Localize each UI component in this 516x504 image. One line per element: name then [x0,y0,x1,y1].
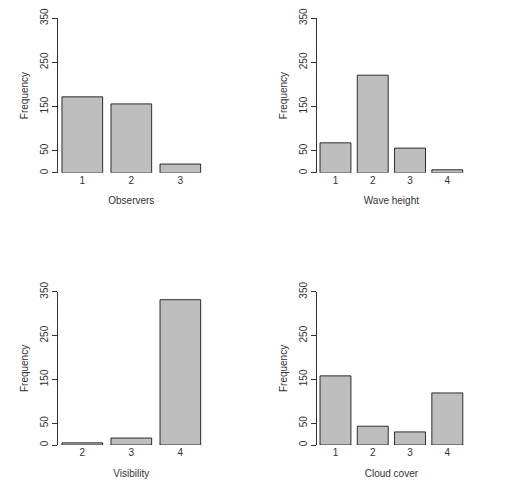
svg-text:Observers: Observers [108,195,154,206]
svg-text:150: 150 [298,96,309,113]
svg-text:1: 1 [80,175,86,186]
svg-text:0: 0 [39,440,50,446]
svg-text:3: 3 [407,447,413,458]
svg-text:250: 250 [39,325,50,342]
svg-text:1: 1 [333,447,339,458]
svg-text:Cloud cover: Cloud cover [365,468,419,479]
svg-text:2: 2 [370,175,376,186]
svg-text:4: 4 [178,447,184,458]
svg-text:2: 2 [370,447,376,458]
svg-text:4: 4 [445,175,451,186]
svg-text:0: 0 [39,168,50,174]
svg-text:Frequency: Frequency [278,72,289,119]
svg-text:250: 250 [298,52,309,69]
svg-text:50: 50 [39,416,50,428]
svg-text:4: 4 [445,447,451,458]
svg-text:250: 250 [39,52,50,69]
svg-text:350: 350 [298,282,309,299]
svg-text:Wave height: Wave height [364,195,419,206]
svg-text:Frequency: Frequency [278,345,289,392]
svg-text:Visibility: Visibility [113,468,149,479]
svg-text:350: 350 [298,8,309,25]
svg-text:0: 0 [298,168,309,174]
svg-text:350: 350 [39,8,50,25]
svg-text:150: 150 [298,369,309,386]
svg-text:50: 50 [298,143,309,155]
svg-text:3: 3 [407,175,413,186]
svg-text:350: 350 [39,282,50,299]
svg-text:2: 2 [129,175,135,186]
svg-text:0: 0 [298,440,309,446]
svg-text:50: 50 [298,416,309,428]
svg-text:150: 150 [39,369,50,386]
svg-text:250: 250 [298,325,309,342]
svg-text:3: 3 [129,447,135,458]
svg-text:2: 2 [80,447,86,458]
svg-text:3: 3 [178,175,184,186]
svg-text:Frequency: Frequency [19,72,30,119]
svg-text:1: 1 [333,175,339,186]
svg-text:Frequency: Frequency [19,345,30,392]
svg-text:50: 50 [39,143,50,155]
svg-text:150: 150 [39,96,50,113]
